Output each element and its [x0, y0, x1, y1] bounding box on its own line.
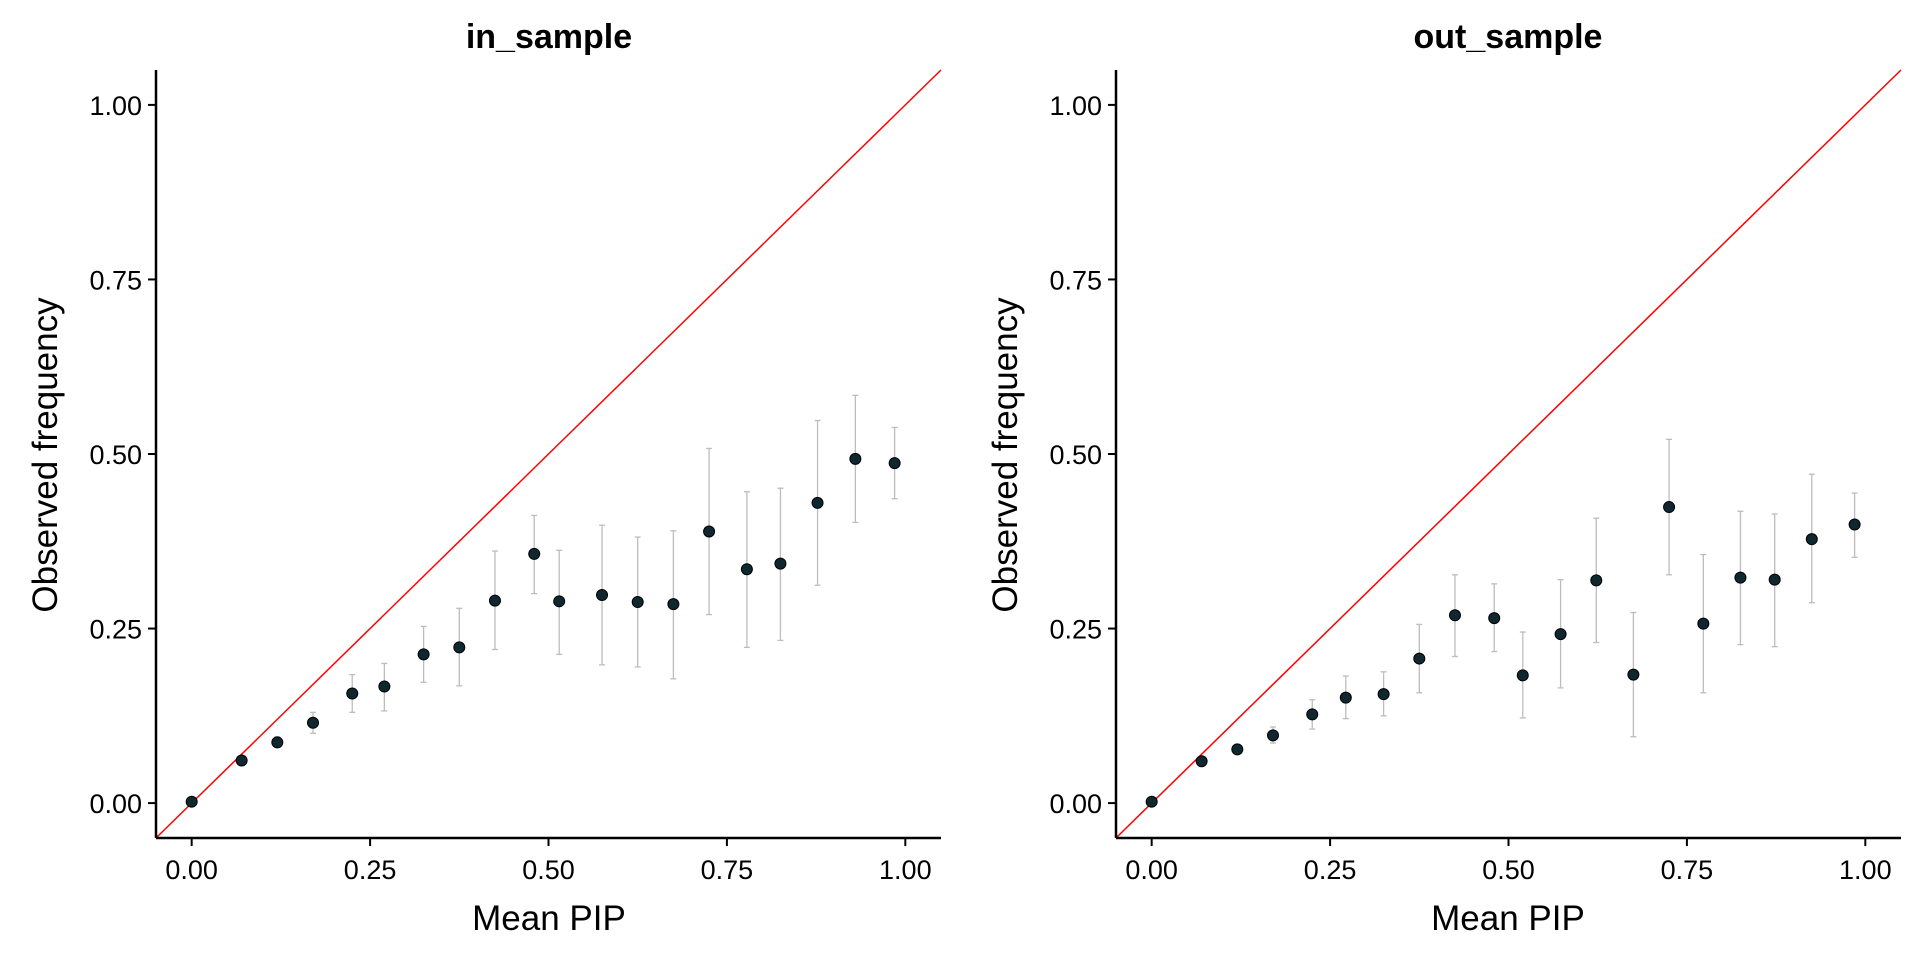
data-point [1768, 573, 1781, 586]
data-point [528, 547, 541, 560]
data-point [378, 680, 391, 693]
x-tick-label: 0.75 [1661, 855, 1714, 885]
y-tick-label: 0.50 [1049, 440, 1102, 470]
data-point [1554, 628, 1567, 641]
data-point [1231, 743, 1244, 756]
data-point [811, 496, 824, 509]
data-point [1306, 708, 1319, 721]
data-point [453, 641, 466, 654]
data-point [667, 598, 680, 611]
x-tick-label: 0.25 [1304, 855, 1357, 885]
data-point [271, 736, 284, 749]
data-point [1734, 571, 1747, 584]
panel-title: out_sample [1414, 18, 1603, 56]
data-point [1848, 518, 1861, 531]
x-tick-label: 0.75 [701, 855, 754, 885]
x-axis-label: Mean PIP [472, 899, 626, 938]
y-tick-label: 0.00 [1049, 789, 1102, 819]
data-point [1377, 688, 1390, 701]
data-point [1145, 795, 1158, 808]
y-tick-label: 0.25 [89, 615, 142, 645]
data-point [1267, 729, 1279, 742]
reference-line [155, 69, 942, 839]
data-point [185, 795, 198, 808]
data-point [740, 563, 753, 576]
data-point [307, 716, 319, 729]
data-point [596, 589, 609, 602]
data-point [703, 525, 716, 538]
data-point [1627, 668, 1640, 681]
y-tick-label: 0.75 [89, 265, 142, 295]
y-axis-label: Observed frequency [986, 297, 1025, 613]
data-point [631, 596, 644, 609]
x-tick-label: 1.00 [879, 855, 932, 885]
x-tick-label: 0.25 [344, 855, 397, 885]
x-tick-label: 0.50 [522, 855, 575, 885]
x-tick-label: 0.00 [165, 855, 218, 885]
data-point [488, 594, 501, 607]
y-axis-label: Observed frequency [26, 297, 65, 613]
data-point [1413, 652, 1426, 665]
data-point [346, 687, 359, 700]
panel-in-sample: in_sample Mean PIP Observed frequency 0.… [26, 18, 942, 938]
y-tick-label: 0.50 [89, 440, 142, 470]
data-point [235, 754, 248, 767]
data-point [1339, 691, 1352, 704]
data-point [1590, 574, 1603, 587]
x-tick-label: 0.50 [1482, 855, 1535, 885]
plot-area: 0.00 0.25 0.50 0.75 1.00 0.00 0.25 0.50 0.75 1.00 [1049, 69, 1902, 885]
panel-out-sample: out_sample Mean PIP Observed frequency 0… [986, 18, 1902, 938]
data-point [888, 457, 901, 470]
reference-line [1115, 69, 1902, 839]
data-point [1195, 755, 1208, 768]
panel-title: in_sample [466, 18, 632, 56]
data-point [1805, 533, 1818, 546]
x-tick-label: 0.00 [1125, 855, 1178, 885]
y-tick-label: 1.00 [1049, 91, 1102, 121]
data-point [1663, 501, 1676, 514]
data-point [774, 557, 787, 570]
data-point [553, 595, 566, 608]
data-point [417, 648, 430, 661]
data-point [1488, 612, 1501, 625]
x-axis-label: Mean PIP [1431, 899, 1585, 938]
data-point [1448, 609, 1461, 622]
x-tick-label: 1.00 [1839, 855, 1892, 885]
y-tick-label: 1.00 [89, 91, 142, 121]
y-tick-label: 0.00 [89, 789, 142, 819]
data-point [1516, 669, 1529, 682]
data-point [1697, 617, 1710, 630]
data-point [849, 452, 862, 465]
y-tick-label: 0.75 [1049, 265, 1102, 295]
plot-area: 0.00 0.25 0.50 0.75 1.00 0.00 0.25 0.50 0.75 1.00 [89, 69, 942, 885]
y-tick-label: 0.25 [1049, 615, 1102, 645]
